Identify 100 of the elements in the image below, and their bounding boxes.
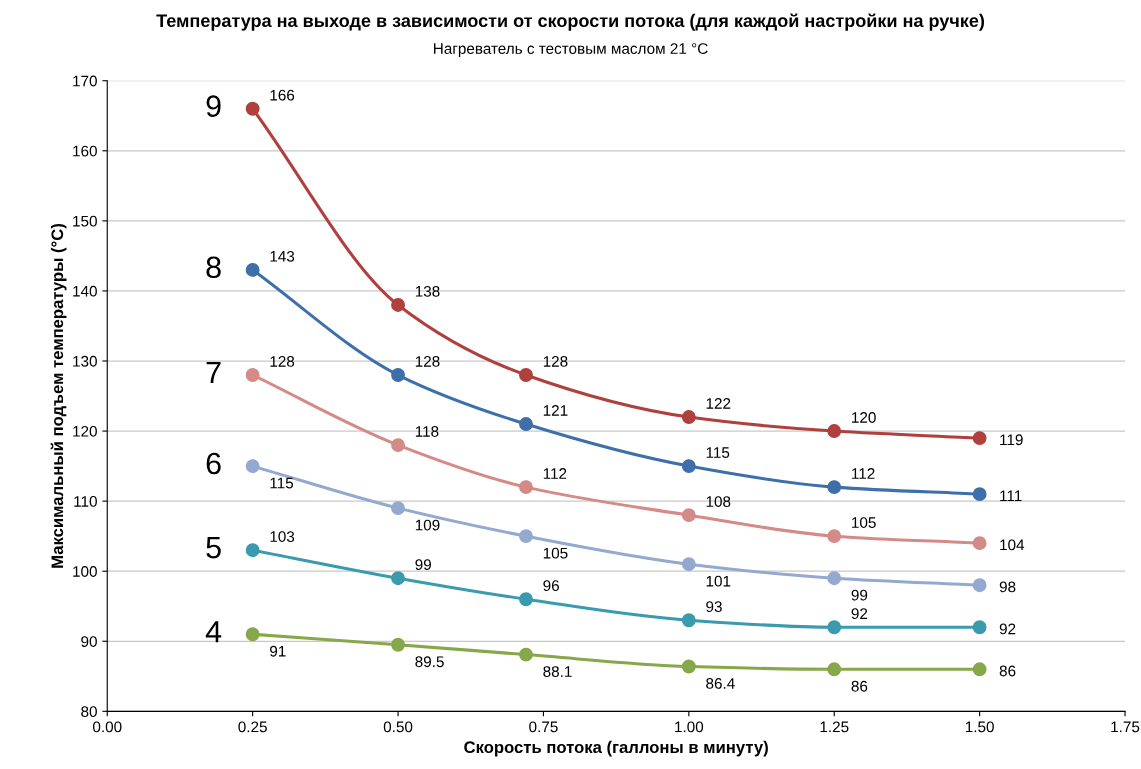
- data-label: 104: [1000, 539, 1025, 551]
- series-label: 9: [206, 95, 221, 117]
- data-label: 128: [270, 356, 295, 367]
- data-label: 109: [415, 519, 440, 531]
- point: [245, 459, 260, 474]
- y-axis-title: Максимальный подъем температуры (°C): [50, 224, 67, 568]
- y-tick-label: 170: [73, 75, 97, 87]
- data-label: 92: [851, 608, 868, 620]
- y-tick-label: 110: [74, 496, 97, 507]
- point: [972, 487, 987, 502]
- data-label: 91: [270, 645, 286, 657]
- data-label: 105: [852, 517, 876, 528]
- x-axis-title: Скорость потока (галлоны в минуту): [464, 740, 768, 757]
- point: [827, 529, 842, 544]
- point: [827, 620, 842, 635]
- data-label: 86: [999, 665, 1016, 677]
- data-label: 88.1: [543, 666, 572, 677]
- point: [827, 571, 842, 586]
- data-label: 120: [852, 412, 876, 423]
- data-label: 118: [415, 426, 439, 437]
- point: [681, 410, 696, 424]
- point: [391, 571, 405, 586]
- data-label: 112: [543, 468, 567, 479]
- point: [391, 637, 405, 652]
- x-tick-label: 0.75: [529, 721, 558, 733]
- series-label: 4: [205, 621, 222, 643]
- y-tick-label: 160: [73, 145, 97, 157]
- y-tick-label: 140: [73, 285, 97, 297]
- y-tick-label: 150: [73, 215, 97, 227]
- data-label: 96: [543, 580, 559, 592]
- data-label: 128: [543, 356, 568, 367]
- data-label: 119: [1000, 434, 1023, 446]
- point: [681, 659, 696, 674]
- series-label: 6: [206, 452, 221, 475]
- point: [681, 459, 696, 474]
- point: [681, 613, 696, 628]
- chart-title: Температура на выходе в зависимости от скорости потока (для каждой настройки на ручке): [156, 13, 984, 31]
- point: [827, 424, 842, 439]
- point: [391, 438, 405, 453]
- data-label: 86.4: [706, 678, 735, 689]
- point: [519, 417, 533, 432]
- point: [245, 368, 260, 382]
- x-tick-label: 1.00: [675, 721, 704, 733]
- data-label: 143: [270, 250, 295, 262]
- x-tick-label: 0.25: [238, 721, 267, 733]
- point: [519, 529, 533, 544]
- y-tick-label: 120: [73, 425, 97, 437]
- y-tick-label: 80: [81, 706, 97, 718]
- chart-subtitle: Нагреватель с тестовым маслом 21 °C: [434, 43, 708, 57]
- point: [245, 543, 260, 558]
- point: [827, 662, 842, 677]
- point: [972, 431, 987, 446]
- point: [681, 508, 696, 523]
- data-label: 122: [706, 398, 731, 409]
- x-tick-label: 1.50: [965, 721, 994, 733]
- point: [519, 480, 533, 495]
- point: [245, 627, 260, 642]
- data-label: 166: [270, 89, 295, 101]
- data-label: 108: [706, 496, 731, 507]
- data-label: 105: [543, 547, 568, 559]
- x-tick-label: 1.25: [820, 721, 849, 733]
- data-label: 89.5: [415, 656, 444, 668]
- data-label: 112: [852, 468, 875, 479]
- point: [391, 298, 405, 312]
- point: [391, 368, 405, 382]
- y-tick-label: 130: [73, 355, 97, 367]
- series-label: 7: [206, 361, 221, 383]
- series-label: 5: [206, 537, 221, 559]
- data-label: 99: [851, 589, 868, 601]
- data-label: 101: [706, 575, 731, 587]
- point: [391, 501, 405, 516]
- point: [519, 592, 533, 607]
- data-label: 111: [1000, 490, 1022, 502]
- point: [972, 578, 987, 593]
- x-tick-label: 0.00: [92, 721, 122, 733]
- y-tick-label: 100: [73, 566, 97, 577]
- y-tick-label: 90: [81, 636, 97, 647]
- x-tick-label: 0.50: [383, 721, 413, 733]
- data-label: 121: [543, 405, 568, 416]
- point: [681, 557, 696, 572]
- data-label: 103: [270, 531, 295, 542]
- point: [972, 620, 987, 635]
- point: [972, 662, 987, 677]
- point: [519, 647, 533, 662]
- x-tick-label: 1.75: [1111, 721, 1140, 733]
- point: [245, 101, 260, 116]
- data-label: 86: [851, 680, 868, 692]
- data-label: 99: [415, 559, 431, 571]
- data-label: 92: [999, 623, 1016, 635]
- point: [827, 480, 842, 495]
- data-label: 115: [706, 447, 730, 458]
- data-label: 115: [270, 477, 294, 489]
- data-label: 138: [415, 285, 440, 297]
- point: [972, 536, 987, 551]
- data-label: 128: [415, 356, 440, 367]
- data-label: 93: [706, 601, 722, 613]
- point: [519, 368, 533, 382]
- data-label: 98: [999, 581, 1016, 593]
- series-label: 8: [206, 256, 221, 279]
- point: [245, 262, 260, 277]
